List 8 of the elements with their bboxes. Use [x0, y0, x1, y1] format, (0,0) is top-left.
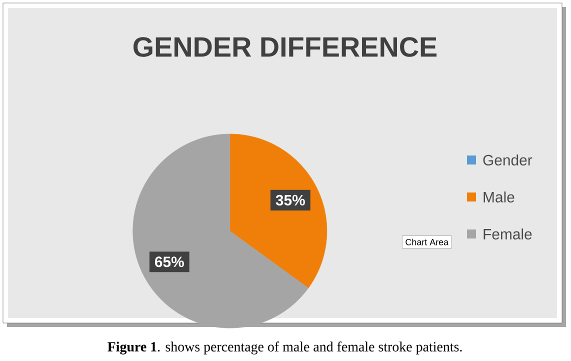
legend-label: Female — [484, 228, 532, 240]
chart-title: GENDER DIFFERENCE — [133, 37, 437, 57]
legend-label: Gender — [483, 154, 532, 166]
text: Figure 1. shows percentage of male and female stroke patients. — [108, 342, 462, 354]
data-label: 35% — [276, 194, 305, 206]
data-label: 65% — [154, 256, 184, 268]
legend-label: Male — [484, 192, 514, 202]
text: Chart Area — [406, 238, 449, 246]
